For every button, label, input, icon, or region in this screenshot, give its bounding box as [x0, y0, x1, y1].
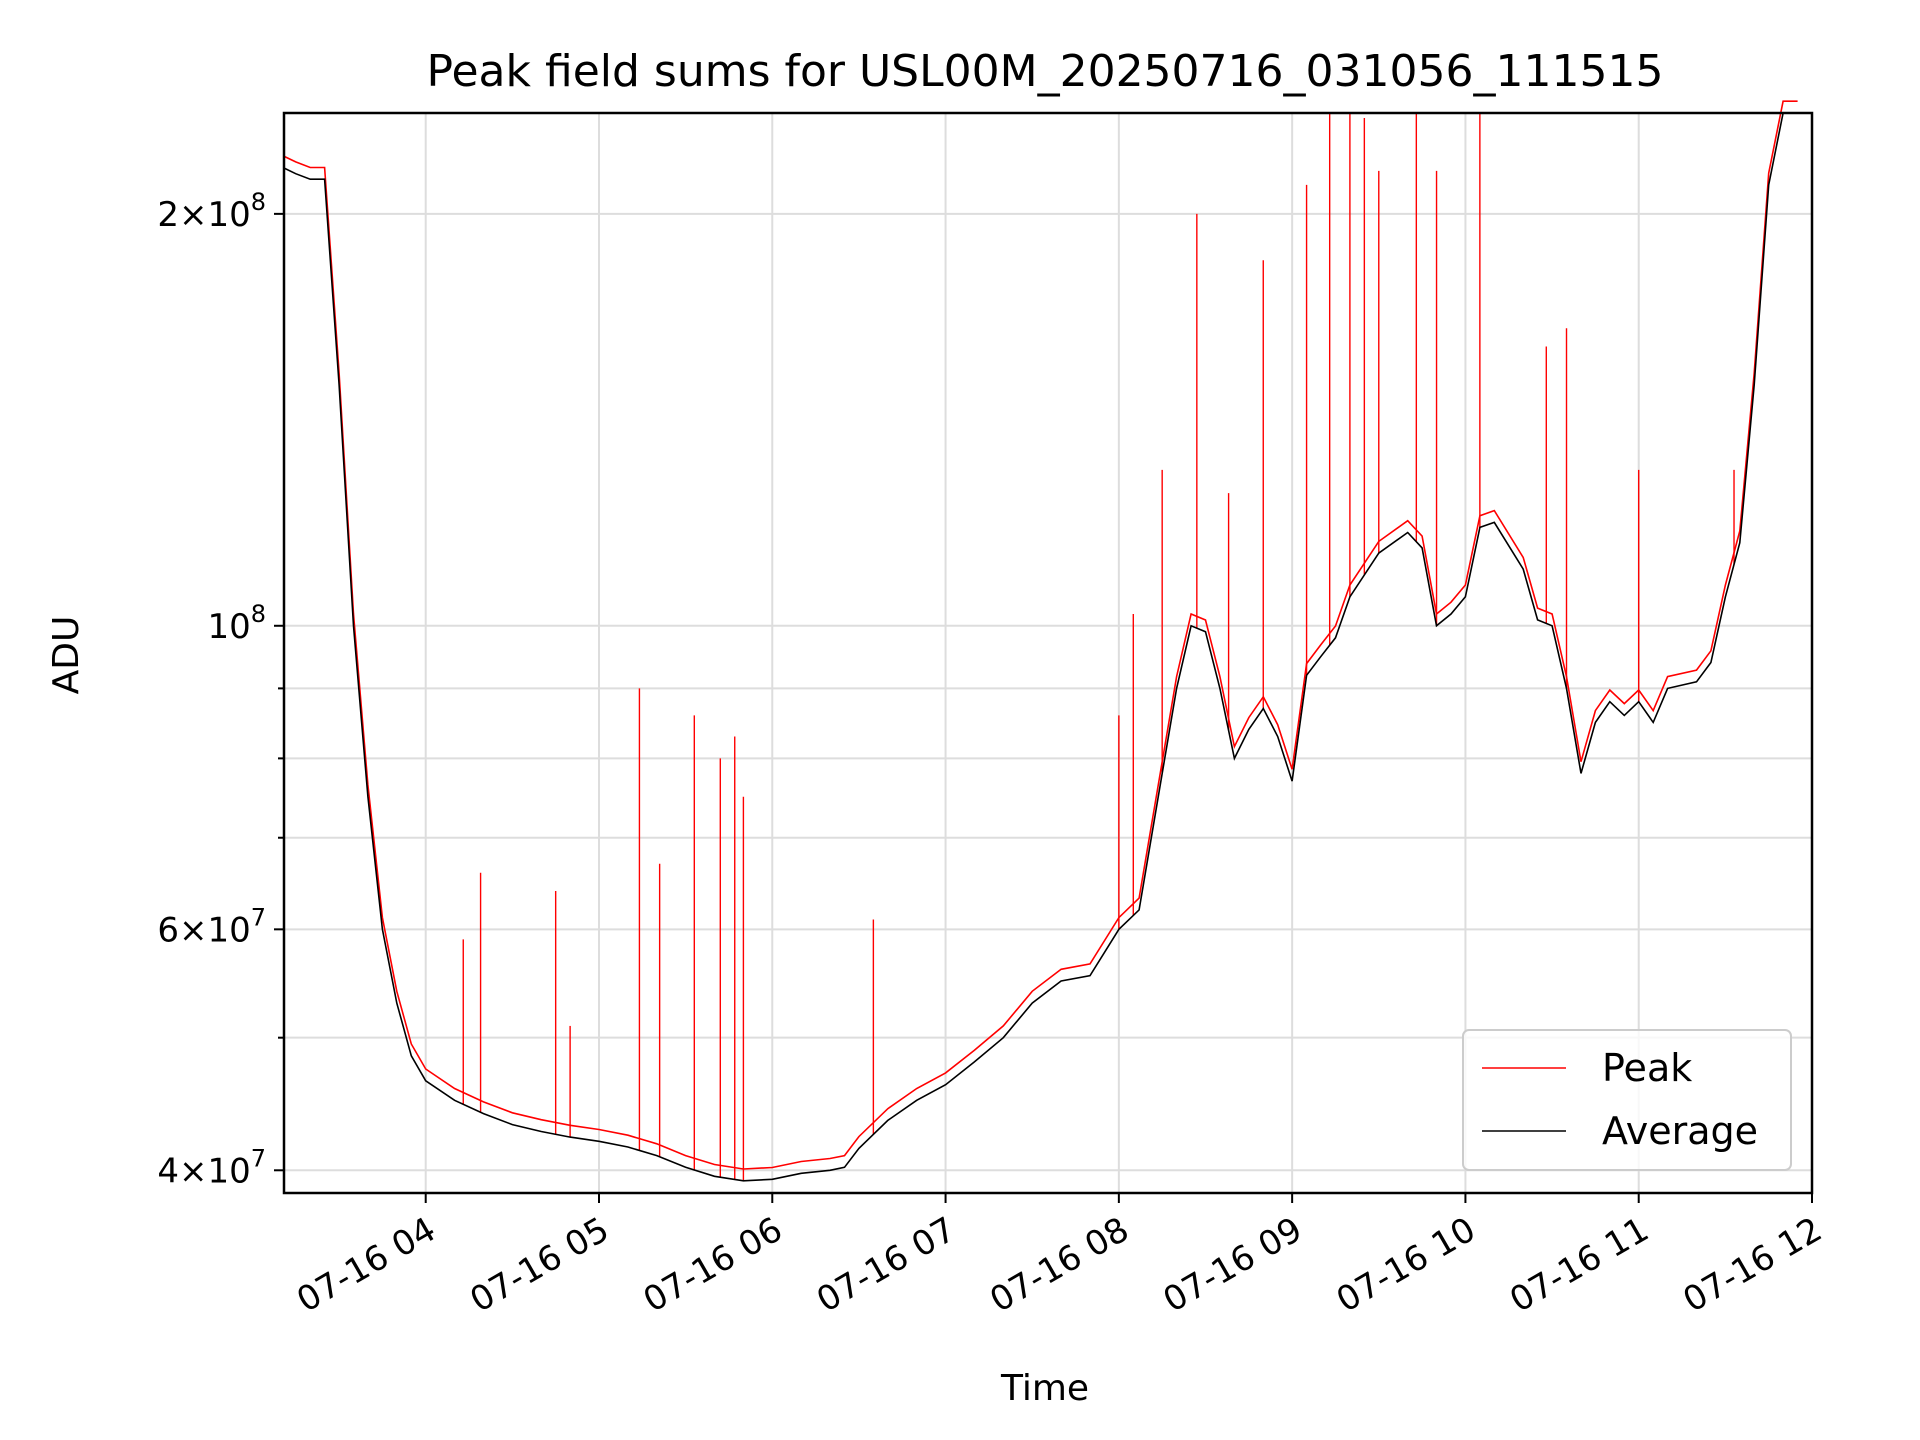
chart-title: Peak field sums for USL00M_20250716_0310… — [427, 46, 1664, 97]
y-tick-label: 6×107 — [157, 903, 266, 950]
grid — [284, 113, 1812, 1193]
y-axis-label: ADU — [46, 616, 87, 695]
plot-frame — [282, 111, 1814, 1195]
legend-box — [1462, 1029, 1792, 1171]
peak-series-line — [283, 100, 1798, 1170]
y-tick-label: 2×108 — [157, 188, 266, 235]
legend-average-label: Average — [1602, 1109, 1758, 1153]
average-series-line — [283, 112, 1798, 1182]
legend-peak-label: Peak — [1602, 1046, 1692, 1090]
legend: Peak Average — [1462, 1029, 1792, 1171]
y-tick-label: 4×107 — [157, 1144, 266, 1191]
plot-series — [283, 100, 1798, 1182]
y-tick-label: 108 — [207, 600, 266, 647]
x-axis-label: Time — [1000, 1368, 1089, 1409]
